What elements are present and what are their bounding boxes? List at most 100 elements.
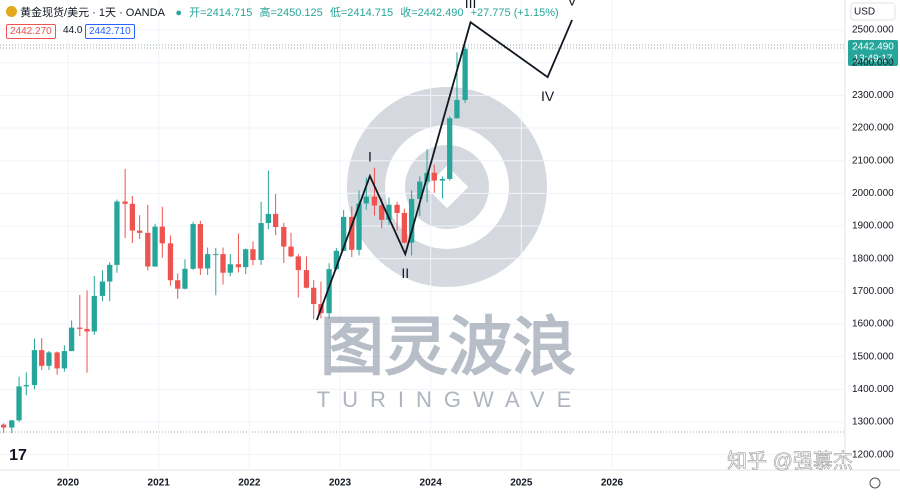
price-tag-value: 2442.490 — [852, 42, 894, 53]
change: +27.775 (+1.15%) — [470, 7, 559, 19]
candle-body — [431, 172, 437, 181]
candle-body — [227, 264, 233, 273]
y-tick-label: 2000.000 — [852, 188, 894, 199]
x-tick-label: 2024 — [420, 478, 443, 489]
bid-box[interactable]: 2442.270 — [6, 24, 56, 39]
x-tick-label: 2025 — [510, 478, 533, 489]
candle-body — [77, 327, 83, 329]
candle-body — [295, 256, 301, 271]
ask-box[interactable]: 2442.710 — [85, 24, 135, 39]
y-tick-label: 1300.000 — [852, 417, 894, 428]
candle-body — [340, 216, 347, 251]
x-tick-label: 2020 — [57, 478, 80, 489]
symbol: 黄金现货/美元 · 1天 · OANDA — [20, 7, 165, 19]
x-tick-label: 2022 — [238, 478, 261, 489]
wave-label: II — [401, 265, 409, 281]
candle-body — [23, 385, 29, 387]
symbol-icon — [6, 6, 17, 17]
y-tick-label: 1800.000 — [852, 253, 894, 264]
candle-body — [175, 280, 181, 289]
candle-body — [258, 223, 264, 260]
x-tick-label: 2021 — [148, 478, 171, 489]
y-tick-label: 2100.000 — [852, 155, 894, 166]
candle-body — [288, 246, 294, 257]
y-tick-label: 1700.000 — [852, 286, 894, 297]
candle-body — [159, 226, 165, 244]
candle-body — [401, 212, 408, 243]
candle-body — [91, 295, 97, 332]
price-tag-countdown: 13:49:17 — [854, 54, 893, 65]
candle-body — [107, 264, 113, 282]
y-tick-label: 2500.000 — [852, 25, 894, 36]
candle-body — [333, 250, 340, 270]
candle-body — [462, 48, 468, 100]
currency-button[interactable] — [850, 2, 896, 21]
candle-body — [31, 350, 38, 386]
candle-body — [61, 351, 68, 369]
candle-body — [250, 249, 256, 260]
candle-body — [145, 232, 151, 267]
y-tick-label: 1500.000 — [852, 351, 894, 362]
logo-watermark — [347, 87, 547, 287]
y-tick-label: 2300.000 — [852, 90, 894, 101]
candle-body — [356, 203, 362, 250]
spread: 44.0 — [63, 25, 83, 36]
candle-body — [371, 196, 378, 206]
wave-label: III — [465, 0, 477, 11]
x-tick-label: 2023 — [329, 478, 352, 489]
y-tick-label: 2200.000 — [852, 123, 894, 134]
candle-body — [386, 204, 392, 220]
wave-line — [316, 19, 573, 321]
candle-body — [152, 226, 158, 267]
candle-body — [311, 287, 317, 305]
candle-body — [182, 268, 188, 289]
candle-body — [326, 269, 332, 314]
candle-body — [265, 213, 272, 224]
candle-body — [454, 99, 460, 119]
candle-body — [190, 224, 196, 269]
candle-body — [9, 420, 15, 428]
candle-body — [136, 230, 143, 233]
candle-body — [46, 352, 52, 366]
candle-body — [39, 350, 45, 366]
candle-body — [394, 204, 400, 213]
tv-logo: 17 — [9, 447, 27, 464]
price-tag — [848, 40, 898, 66]
candle-body — [235, 264, 242, 268]
candle-body — [99, 281, 106, 296]
currency-label[interactable]: USD — [854, 7, 875, 18]
watermark-subtitle: TURINGWAVE — [317, 387, 584, 412]
candle-body — [0, 424, 7, 428]
candle-body — [122, 201, 128, 204]
ohlc: 收=2442.490 — [400, 7, 464, 19]
dot: ● — [175, 7, 183, 19]
candle-body — [167, 243, 174, 281]
candle-body — [197, 224, 204, 269]
candle-body — [68, 327, 75, 352]
settings-icon[interactable] — [869, 477, 881, 489]
header: 黄金现货/美元 · 1天 · OANDA ● 开=2414.715 高=2450… — [6, 4, 559, 20]
candle-body — [54, 352, 60, 369]
candle-body — [349, 216, 355, 250]
wave-label: V — [567, 0, 577, 9]
x-tick-label: 2026 — [601, 478, 624, 489]
y-tick-label: 1900.000 — [852, 221, 894, 232]
y-tick-label: 1400.000 — [852, 384, 894, 395]
y-tick-label: 1600.000 — [852, 319, 894, 330]
candle-body — [220, 254, 226, 273]
candle-body — [16, 386, 22, 421]
candle-body — [303, 270, 310, 288]
ohlc: 开=2414.715 — [189, 7, 253, 19]
candle-body — [243, 249, 249, 268]
credit: 知乎 @强慕杰 — [727, 449, 853, 472]
candle-body — [84, 328, 90, 332]
candle-body — [379, 205, 385, 220]
candle-body — [363, 196, 369, 204]
y-tick-label: 2400.000 — [852, 57, 894, 68]
candle-body — [439, 178, 446, 181]
candle-body — [213, 254, 219, 256]
y-tick-label: 1200.000 — [852, 449, 894, 460]
candle-body — [272, 213, 279, 227]
wave-label: I — [368, 149, 372, 165]
